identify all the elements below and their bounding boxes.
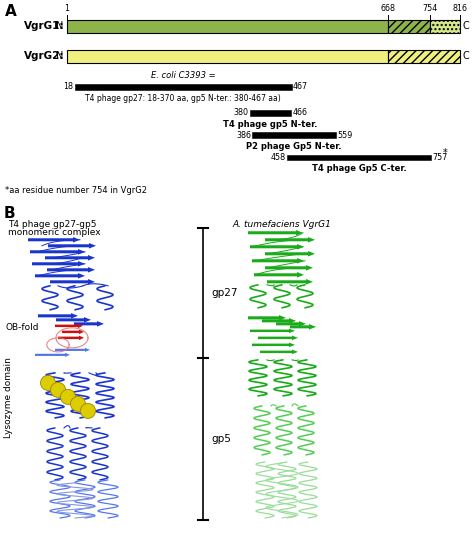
Bar bbox=[253, 132, 336, 138]
Bar bbox=[388, 20, 430, 33]
Text: 816: 816 bbox=[452, 4, 467, 13]
FancyArrow shape bbox=[248, 230, 303, 236]
Text: monomeric complex: monomeric complex bbox=[8, 228, 100, 237]
Bar bbox=[75, 84, 292, 89]
FancyArrow shape bbox=[252, 258, 304, 264]
FancyArrow shape bbox=[260, 350, 298, 354]
Text: C: C bbox=[462, 21, 469, 31]
FancyArrow shape bbox=[276, 321, 306, 327]
Circle shape bbox=[40, 376, 55, 391]
FancyArrow shape bbox=[56, 317, 91, 323]
Bar bbox=[287, 154, 431, 160]
FancyArrow shape bbox=[50, 279, 95, 285]
Text: 386: 386 bbox=[236, 131, 251, 140]
Text: A: A bbox=[5, 4, 17, 19]
Text: 668: 668 bbox=[381, 4, 396, 13]
FancyArrow shape bbox=[74, 321, 104, 327]
Text: 466: 466 bbox=[292, 109, 308, 117]
FancyArrow shape bbox=[254, 272, 304, 278]
Text: T4 phage gp27: 18-370 aa, gp5 N-ter.: 380-467 aa): T4 phage gp27: 18-370 aa, gp5 N-ter.: 38… bbox=[85, 94, 281, 103]
Text: N: N bbox=[55, 21, 63, 31]
Text: 1: 1 bbox=[64, 4, 69, 13]
FancyArrow shape bbox=[248, 315, 286, 321]
Text: T4 phage gp27-gp5: T4 phage gp27-gp5 bbox=[8, 220, 97, 229]
Circle shape bbox=[51, 383, 65, 398]
Bar bbox=[388, 50, 460, 63]
FancyArrow shape bbox=[48, 243, 96, 249]
Text: 380: 380 bbox=[233, 109, 248, 117]
FancyArrow shape bbox=[265, 237, 315, 243]
Text: 757: 757 bbox=[433, 153, 448, 162]
FancyArrow shape bbox=[250, 244, 304, 250]
Text: A. tumefaciens VgrG1: A. tumefaciens VgrG1 bbox=[232, 220, 331, 229]
Text: C: C bbox=[462, 52, 469, 61]
FancyArrow shape bbox=[265, 265, 313, 271]
Text: 754: 754 bbox=[422, 4, 438, 13]
Text: B: B bbox=[4, 206, 16, 221]
Text: E. coli C3393 =: E. coli C3393 = bbox=[151, 70, 216, 80]
Text: *: * bbox=[443, 148, 448, 158]
Text: VgrG1:: VgrG1: bbox=[24, 21, 64, 31]
FancyArrow shape bbox=[47, 267, 95, 273]
Text: gp27: gp27 bbox=[211, 288, 237, 298]
FancyArrow shape bbox=[28, 237, 80, 243]
Text: T4 phage gp5 N-ter.: T4 phage gp5 N-ter. bbox=[223, 120, 318, 129]
Text: N: N bbox=[55, 52, 63, 61]
FancyArrow shape bbox=[267, 279, 313, 285]
Text: *aa residue number 754 in VgrG2: *aa residue number 754 in VgrG2 bbox=[5, 186, 147, 195]
FancyArrow shape bbox=[35, 353, 70, 357]
Text: Lysozyme domain: Lysozyme domain bbox=[4, 357, 13, 438]
Text: 467: 467 bbox=[293, 82, 308, 91]
FancyArrow shape bbox=[250, 329, 295, 333]
FancyArrow shape bbox=[55, 323, 83, 328]
Text: OB-fold: OB-fold bbox=[6, 323, 39, 332]
FancyArrow shape bbox=[290, 324, 316, 330]
Text: P2 phage Gp5 N-ter.: P2 phage Gp5 N-ter. bbox=[246, 142, 342, 151]
Circle shape bbox=[71, 397, 85, 412]
FancyArrow shape bbox=[258, 336, 298, 340]
Text: 458: 458 bbox=[271, 153, 286, 162]
Bar bbox=[430, 20, 460, 33]
Text: T4 phage Gp5 C-ter.: T4 phage Gp5 C-ter. bbox=[312, 165, 407, 173]
FancyArrow shape bbox=[265, 251, 315, 257]
Text: gp5: gp5 bbox=[211, 434, 231, 444]
Circle shape bbox=[61, 390, 75, 405]
Text: 559: 559 bbox=[337, 131, 353, 140]
FancyArrow shape bbox=[38, 313, 78, 318]
Bar bbox=[250, 110, 291, 116]
Bar bbox=[67, 50, 388, 63]
FancyArrow shape bbox=[62, 330, 84, 334]
Text: VgrG2:: VgrG2: bbox=[24, 52, 64, 61]
FancyArrow shape bbox=[32, 261, 85, 266]
FancyArrow shape bbox=[30, 249, 85, 254]
Bar bbox=[67, 20, 388, 33]
FancyArrow shape bbox=[45, 255, 95, 260]
Circle shape bbox=[81, 404, 95, 419]
FancyArrow shape bbox=[58, 336, 84, 340]
FancyArrow shape bbox=[35, 273, 85, 279]
Text: 18: 18 bbox=[64, 82, 73, 91]
FancyArrow shape bbox=[55, 348, 90, 352]
FancyArrow shape bbox=[262, 318, 296, 323]
FancyArrow shape bbox=[252, 343, 295, 347]
